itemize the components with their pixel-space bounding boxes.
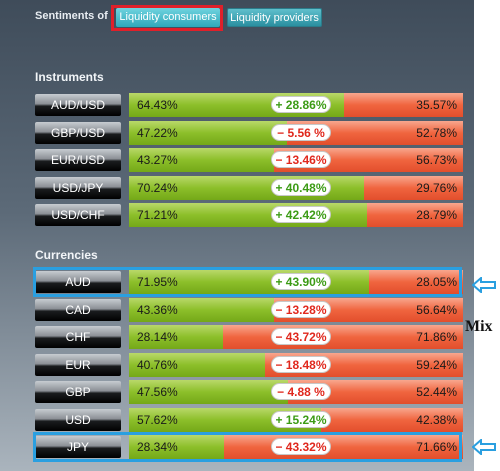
instrument-button[interactable]: GBP/USD: [35, 121, 121, 144]
sentiment-bar: 57.62% + 15.24% 42.38%: [129, 407, 463, 432]
jpy-highlight-box: [33, 432, 462, 462]
sell-percent: 28.05%: [416, 275, 457, 289]
sentiment-row-usd-chf: USD/CHF 71.21% + 42.42% 28.79%: [35, 203, 463, 227]
difference-badge: + 15.24%: [271, 410, 331, 428]
buy-percent: 28.34%: [137, 440, 178, 454]
sentiment-row-cad: CAD 43.36% − 13.28% 56.64%: [35, 297, 463, 322]
buy-percent: 43.27%: [137, 153, 178, 167]
sell-percent: 35.57%: [416, 98, 457, 112]
sentiment-row-eur-usd: EUR/USD 43.27% − 13.46% 56.73%: [35, 148, 463, 172]
sentiment-bar: 28.34% − 43.32% 71.66%: [129, 435, 463, 459]
buy-percent: 43.36%: [137, 302, 178, 317]
tab-liquidity-providers[interactable]: Liquidity providers: [227, 8, 322, 27]
sentiment-row-aud: AUD 71.95% + 43.90% 28.05%: [35, 270, 463, 294]
difference-badge: − 43.32%: [271, 438, 331, 455]
difference-badge: + 42.42%: [271, 206, 331, 223]
buy-percent: 40.76%: [137, 357, 178, 372]
buy-percent: 28.14%: [137, 330, 178, 344]
sell-percent: 52.78%: [416, 125, 457, 140]
sell-share-bar: [367, 203, 463, 227]
sentiments-label: Sentiments of: [35, 10, 108, 22]
sentiment-row-gbp: GBP 47.56% − 4.88 % 52.44%: [35, 380, 463, 404]
buy-percent: 47.22%: [137, 125, 178, 140]
sell-percent: 29.76%: [416, 180, 457, 195]
sentiment-bar: 47.22% − 5.56 % 52.78%: [129, 120, 463, 145]
buy-percent: 71.21%: [137, 208, 178, 222]
instrument-button[interactable]: JPY: [35, 436, 121, 458]
sentiment-row-gbp-usd: GBP/USD 47.22% − 5.56 % 52.78%: [35, 120, 463, 145]
sell-percent: 71.66%: [416, 440, 457, 454]
buy-share-bar: [129, 352, 265, 377]
buy-percent: 47.56%: [137, 385, 178, 399]
difference-badge: − 13.28%: [271, 300, 331, 318]
difference-badge: + 40.48%: [271, 178, 331, 196]
instrument-button[interactable]: USD/JPY: [35, 176, 121, 199]
instrument-button[interactable]: CHF: [35, 326, 121, 348]
sell-share-bar: [364, 175, 463, 200]
difference-badge: − 5.56 %: [271, 123, 331, 141]
sentiment-bar: 28.14% − 43.72% 71.86%: [129, 325, 463, 349]
difference-badge: − 18.48%: [271, 355, 331, 373]
sentiment-bar: 70.24% + 40.48% 29.76%: [129, 175, 463, 200]
buy-percent: 70.24%: [137, 180, 178, 195]
currencies-title: Currencies: [35, 248, 98, 262]
instrument-button[interactable]: AUD: [35, 271, 121, 293]
sentiment-row-chf: CHF 28.14% − 43.72% 71.86%: [35, 325, 463, 349]
sentiment-bar: 71.21% + 42.42% 28.79%: [129, 203, 463, 227]
instrument-button[interactable]: GBP: [35, 381, 121, 403]
sell-percent: 28.79%: [416, 208, 457, 222]
aud-highlight-box: [33, 267, 462, 297]
difference-badge: − 43.72%: [271, 328, 331, 345]
sentiment-bar: 71.95% + 43.90% 28.05%: [129, 270, 463, 294]
sell-share-bar: [223, 325, 463, 349]
buy-share-bar: [129, 297, 274, 322]
sentiment-row-usd: USD 57.62% + 15.24% 42.38%: [35, 407, 463, 432]
mix-label: Mix: [465, 318, 493, 335]
difference-badge: − 13.46%: [271, 151, 331, 168]
sentiment-bar: 43.36% − 13.28% 56.64%: [129, 297, 463, 322]
instrument-button[interactable]: USD/CHF: [35, 204, 121, 226]
buy-share-bar: [129, 120, 287, 145]
left-arrow-icon: [472, 439, 496, 455]
buy-share-bar: [129, 325, 223, 349]
sentiment-bar: 40.76% − 18.48% 59.24%: [129, 352, 463, 377]
buy-share-bar: [129, 435, 224, 459]
difference-badge: + 43.90%: [271, 273, 331, 290]
sentiment-bar: 64.43% + 28.86% 35.57%: [129, 93, 463, 117]
sentiment-row-jpy: JPY 28.34% − 43.32% 71.66%: [35, 435, 463, 459]
sell-percent: 52.44%: [416, 385, 457, 399]
sentiment-row-aud-usd: AUD/USD 64.43% + 28.86% 35.57%: [35, 93, 463, 117]
difference-badge: − 4.88 %: [271, 383, 331, 400]
sell-percent: 56.73%: [416, 153, 457, 167]
sentiment-bar: 43.27% − 13.46% 56.73%: [129, 148, 463, 172]
sell-percent: 59.24%: [416, 357, 457, 372]
instrument-button[interactable]: AUD/USD: [35, 94, 121, 116]
sell-share-bar: [344, 93, 463, 117]
sell-share-bar: [224, 435, 463, 459]
sentiment-row-usd-jpy: USD/JPY 70.24% + 40.48% 29.76%: [35, 175, 463, 200]
instrument-button[interactable]: CAD: [35, 298, 121, 321]
instruments-title: Instruments: [35, 70, 104, 84]
instrument-button[interactable]: USD: [35, 408, 121, 431]
buy-percent: 71.95%: [137, 275, 178, 289]
instrument-button[interactable]: EUR: [35, 353, 121, 376]
sell-percent: 71.86%: [416, 330, 457, 344]
sell-share-bar: [321, 407, 463, 432]
sell-percent: 42.38%: [416, 412, 457, 427]
buy-percent: 64.43%: [137, 98, 178, 112]
instrument-button[interactable]: EUR/USD: [35, 149, 121, 171]
sentiment-row-eur: EUR 40.76% − 18.48% 59.24%: [35, 352, 463, 377]
sell-share-bar: [369, 270, 463, 294]
sell-percent: 56.64%: [416, 302, 457, 317]
left-arrow-icon: [472, 277, 496, 293]
tab-liquidity-consumers[interactable]: Liquidity consumers: [116, 8, 220, 27]
buy-share-bar: [129, 148, 274, 172]
active-tab-highlight: [111, 5, 223, 31]
buy-share-bar: [129, 380, 288, 404]
buy-percent: 57.62%: [137, 412, 178, 427]
sentiment-bar: 47.56% − 4.88 % 52.44%: [129, 380, 463, 404]
difference-badge: + 28.86%: [271, 96, 331, 113]
sentiment-panel: Sentiments of Liquidity consumers Liquid…: [0, 0, 474, 471]
